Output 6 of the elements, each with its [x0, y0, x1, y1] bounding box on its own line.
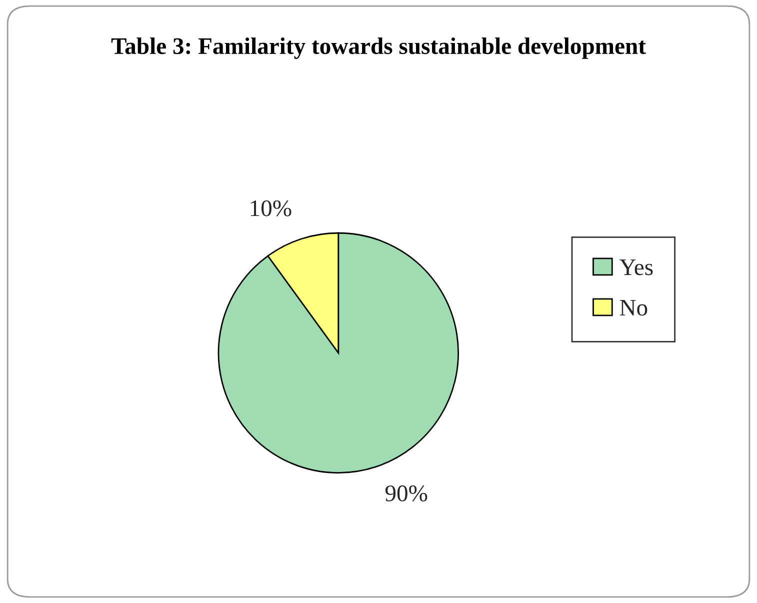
legend-label: Yes: [619, 260, 653, 276]
pie-slice: [218, 232, 459, 474]
data-label: 90%: [385, 485, 428, 502]
chart-title: Table 3: Familarity towards sustainable development: [111, 38, 646, 59]
legend-label: No: [620, 300, 648, 316]
data-label: 10%: [250, 200, 292, 216]
